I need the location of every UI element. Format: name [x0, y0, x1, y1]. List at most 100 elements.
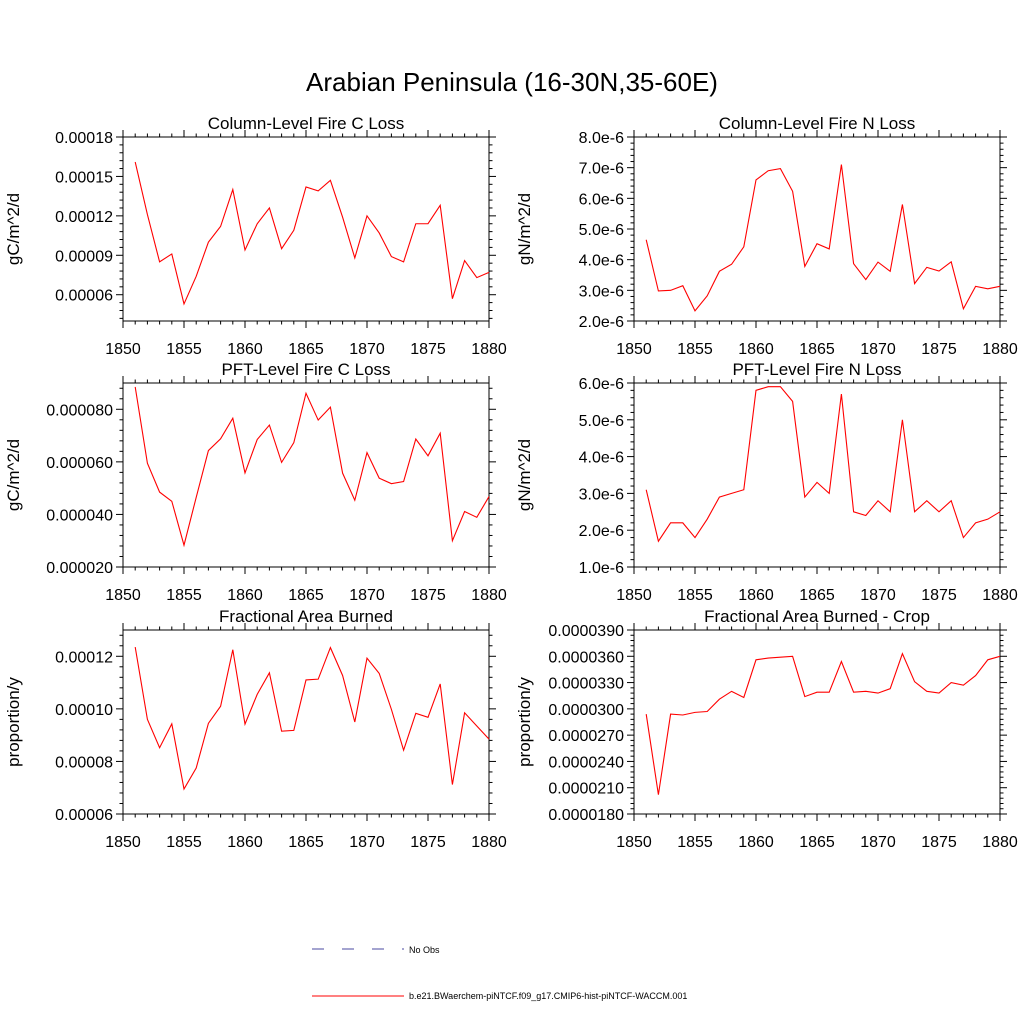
- pft-fire-c-loss-xtick-label: 1855: [166, 587, 202, 604]
- pft-fire-c-loss-series-line: [134, 386, 490, 548]
- pft-fire-n-loss-series-line: [645, 386, 1001, 543]
- fractional-area-burned-crop-ytick-label: 0.0000330: [548, 676, 624, 693]
- pft-fire-c-loss-ytick-label: 0.000020: [46, 560, 113, 577]
- fractional-area-burned-crop-xtick-label: 1855: [677, 834, 713, 851]
- pft-fire-n-loss-ytick-label: 1.0e-6: [579, 560, 624, 577]
- column-fire-n-loss-xtick-label: 1855: [677, 341, 713, 358]
- pft-fire-c-loss-xtick-label: 1860: [227, 587, 263, 604]
- pft-fire-n-loss-xtick-label: 1850: [616, 587, 652, 604]
- pft-fire-c-loss-plot-frame: [122, 382, 490, 568]
- fractional-area-burned-crop-xtick-label: 1875: [921, 834, 957, 851]
- column-fire-c-loss-ytick-label: 0.00009: [55, 248, 113, 265]
- column-fire-n-loss-ytick-label: 2.0e-6: [579, 314, 624, 331]
- column-fire-n-loss-ytick-label: 4.0e-6: [579, 253, 624, 270]
- fractional-area-burned-xtick-label: 1875: [410, 834, 446, 851]
- fractional-area-burned-crop-ytick-label: 0.0000300: [548, 702, 624, 719]
- pft-fire-c-loss-xtick-label: 1865: [288, 587, 324, 604]
- panel-grid: Column-Level Fire C Loss gC/m^2/d 1850 1855…: [4, 114, 1018, 851]
- legend: No Obs b.e21.BWaerchem-piNTCF.f09_g17.CM…: [312, 945, 687, 1001]
- fractional-area-burned-crop-ylabel: proportion/y: [515, 677, 534, 767]
- column-fire-n-loss-ylabel: gN/m^2/d: [515, 193, 534, 265]
- fractional-area-burned-plot-frame: [122, 629, 490, 815]
- panel-fractional-area-burned: Fractional Area Burned proportion/y 1850 18…: [4, 607, 507, 851]
- column-fire-c-loss-xtick-label: 1865: [288, 341, 324, 358]
- legend-label-model: b.e21.BWaerchem-piNTCF.f09_g17.CMIP6-his…: [409, 991, 687, 1001]
- fractional-area-burned-ylabel: proportion/y: [4, 677, 23, 767]
- pft-fire-n-loss-title: PFT-Level Fire N Loss: [732, 360, 901, 379]
- panel-pft-fire-n-loss: PFT-Level Fire N Loss gN/m^2/d 1850 1855 186…: [515, 360, 1018, 604]
- pft-fire-n-loss-ytick-label: 3.0e-6: [579, 486, 624, 503]
- pft-fire-n-loss-plot-frame: [633, 382, 1001, 568]
- fractional-area-burned-xtick-label: 1850: [105, 834, 141, 851]
- column-fire-c-loss-ytick-label: 0.00012: [55, 209, 113, 226]
- pft-fire-c-loss-ytick-label: 0.000060: [46, 455, 113, 472]
- pft-fire-n-loss-ytick-label: 4.0e-6: [579, 450, 624, 467]
- column-fire-n-loss-xtick-label: 1880: [982, 341, 1018, 358]
- column-fire-n-loss-ytick-label: 8.0e-6: [579, 130, 624, 147]
- pft-fire-n-loss-xtick-label: 1860: [738, 587, 774, 604]
- column-fire-c-loss-xtick-label: 1855: [166, 341, 202, 358]
- pft-fire-n-loss-xtick-label: 1855: [677, 587, 713, 604]
- fractional-area-burned-crop-ytick-label: 0.0000210: [548, 781, 624, 798]
- column-fire-c-loss-series-line: [134, 161, 490, 306]
- pft-fire-c-loss-ytick-label: 0.000040: [46, 507, 113, 524]
- column-fire-c-loss-ytick-label: 0.00018: [55, 130, 113, 147]
- pft-fire-c-loss-ylabel: gC/m^2/d: [4, 439, 23, 511]
- fractional-area-burned-ytick-label: 0.00012: [55, 649, 113, 666]
- fractional-area-burned-series-line: [134, 646, 490, 791]
- column-fire-c-loss-title: Column-Level Fire C Loss: [208, 114, 405, 133]
- pft-fire-n-loss-ytick-label: 2.0e-6: [579, 523, 624, 540]
- pft-fire-n-loss-xtick-label: 1875: [921, 587, 957, 604]
- panel-column-fire-n-loss: Column-Level Fire N Loss gN/m^2/d 1850 1855…: [515, 114, 1018, 358]
- column-fire-c-loss-ylabel: gC/m^2/d: [4, 193, 23, 265]
- fractional-area-burned-crop-xtick-label: 1850: [616, 834, 652, 851]
- panel-column-fire-c-loss: Column-Level Fire C Loss gC/m^2/d 1850 1855…: [4, 114, 507, 358]
- column-fire-n-loss-series-line: [645, 164, 1001, 312]
- column-fire-n-loss-xtick-label: 1870: [860, 341, 896, 358]
- figure-title: Arabian Peninsula (16-30N,35-60E): [306, 67, 718, 97]
- fractional-area-burned-xtick-label: 1855: [166, 834, 202, 851]
- fractional-area-burned-xtick-label: 1860: [227, 834, 263, 851]
- pft-fire-n-loss-xtick-label: 1870: [860, 587, 896, 604]
- fractional-area-burned-crop-plot-frame: [633, 629, 1001, 815]
- legend-label-no-obs: No Obs: [409, 945, 440, 955]
- pft-fire-n-loss-ylabel: gN/m^2/d: [515, 439, 534, 511]
- column-fire-c-loss-xtick-label: 1850: [105, 341, 141, 358]
- column-fire-n-loss-title: Column-Level Fire N Loss: [719, 114, 916, 133]
- column-fire-n-loss-ytick-label: 5.0e-6: [579, 222, 624, 239]
- column-fire-n-loss-plot-frame: [633, 136, 1001, 322]
- pft-fire-c-loss-xtick-label: 1875: [410, 587, 446, 604]
- fractional-area-burned-ytick-label: 0.00010: [55, 702, 113, 719]
- fractional-area-burned-crop-xtick-label: 1865: [799, 834, 835, 851]
- pft-fire-c-loss-title: PFT-Level Fire C Loss: [221, 360, 390, 379]
- column-fire-n-loss-ytick-label: 6.0e-6: [579, 191, 624, 208]
- column-fire-c-loss-ytick-label: 0.00015: [55, 169, 113, 186]
- pft-fire-c-loss-xtick-label: 1850: [105, 587, 141, 604]
- fractional-area-burned-crop-ytick-label: 0.0000390: [548, 623, 624, 640]
- column-fire-n-loss-xtick-label: 1850: [616, 341, 652, 358]
- pft-fire-c-loss-xtick-label: 1870: [349, 587, 385, 604]
- fractional-area-burned-ytick-label: 0.00008: [55, 754, 113, 771]
- fractional-area-burned-ytick-label: 0.00006: [55, 807, 113, 824]
- column-fire-c-loss-xtick-label: 1860: [227, 341, 263, 358]
- pft-fire-n-loss-xtick-label: 1865: [799, 587, 835, 604]
- fractional-area-burned-crop-ytick-label: 0.0000240: [548, 754, 624, 771]
- fractional-area-burned-crop-ytick-label: 0.0000270: [548, 728, 624, 745]
- fractional-area-burned-crop-xtick-label: 1870: [860, 834, 896, 851]
- column-fire-c-loss-xtick-label: 1880: [471, 341, 507, 358]
- fractional-area-burned-crop-ytick-label: 0.0000180: [548, 807, 624, 824]
- pft-fire-c-loss-ytick-label: 0.000080: [46, 402, 113, 419]
- panel-fractional-area-burned-crop: Fractional Area Burned - Crop proportion/…: [515, 607, 1018, 851]
- pft-fire-c-loss-xtick-label: 1880: [471, 587, 507, 604]
- fractional-area-burned-crop-ytick-label: 0.0000360: [548, 649, 624, 666]
- fractional-area-burned-title: Fractional Area Burned: [219, 607, 393, 626]
- column-fire-n-loss-xtick-label: 1875: [921, 341, 957, 358]
- column-fire-n-loss-ytick-label: 3.0e-6: [579, 283, 624, 300]
- fractional-area-burned-crop-series-line: [645, 652, 1001, 795]
- column-fire-c-loss-xtick-label: 1875: [410, 341, 446, 358]
- fractional-area-burned-xtick-label: 1880: [471, 834, 507, 851]
- fractional-area-burned-crop-xtick-label: 1860: [738, 834, 774, 851]
- fractional-area-burned-xtick-label: 1870: [349, 834, 385, 851]
- fractional-area-burned-xtick-label: 1865: [288, 834, 324, 851]
